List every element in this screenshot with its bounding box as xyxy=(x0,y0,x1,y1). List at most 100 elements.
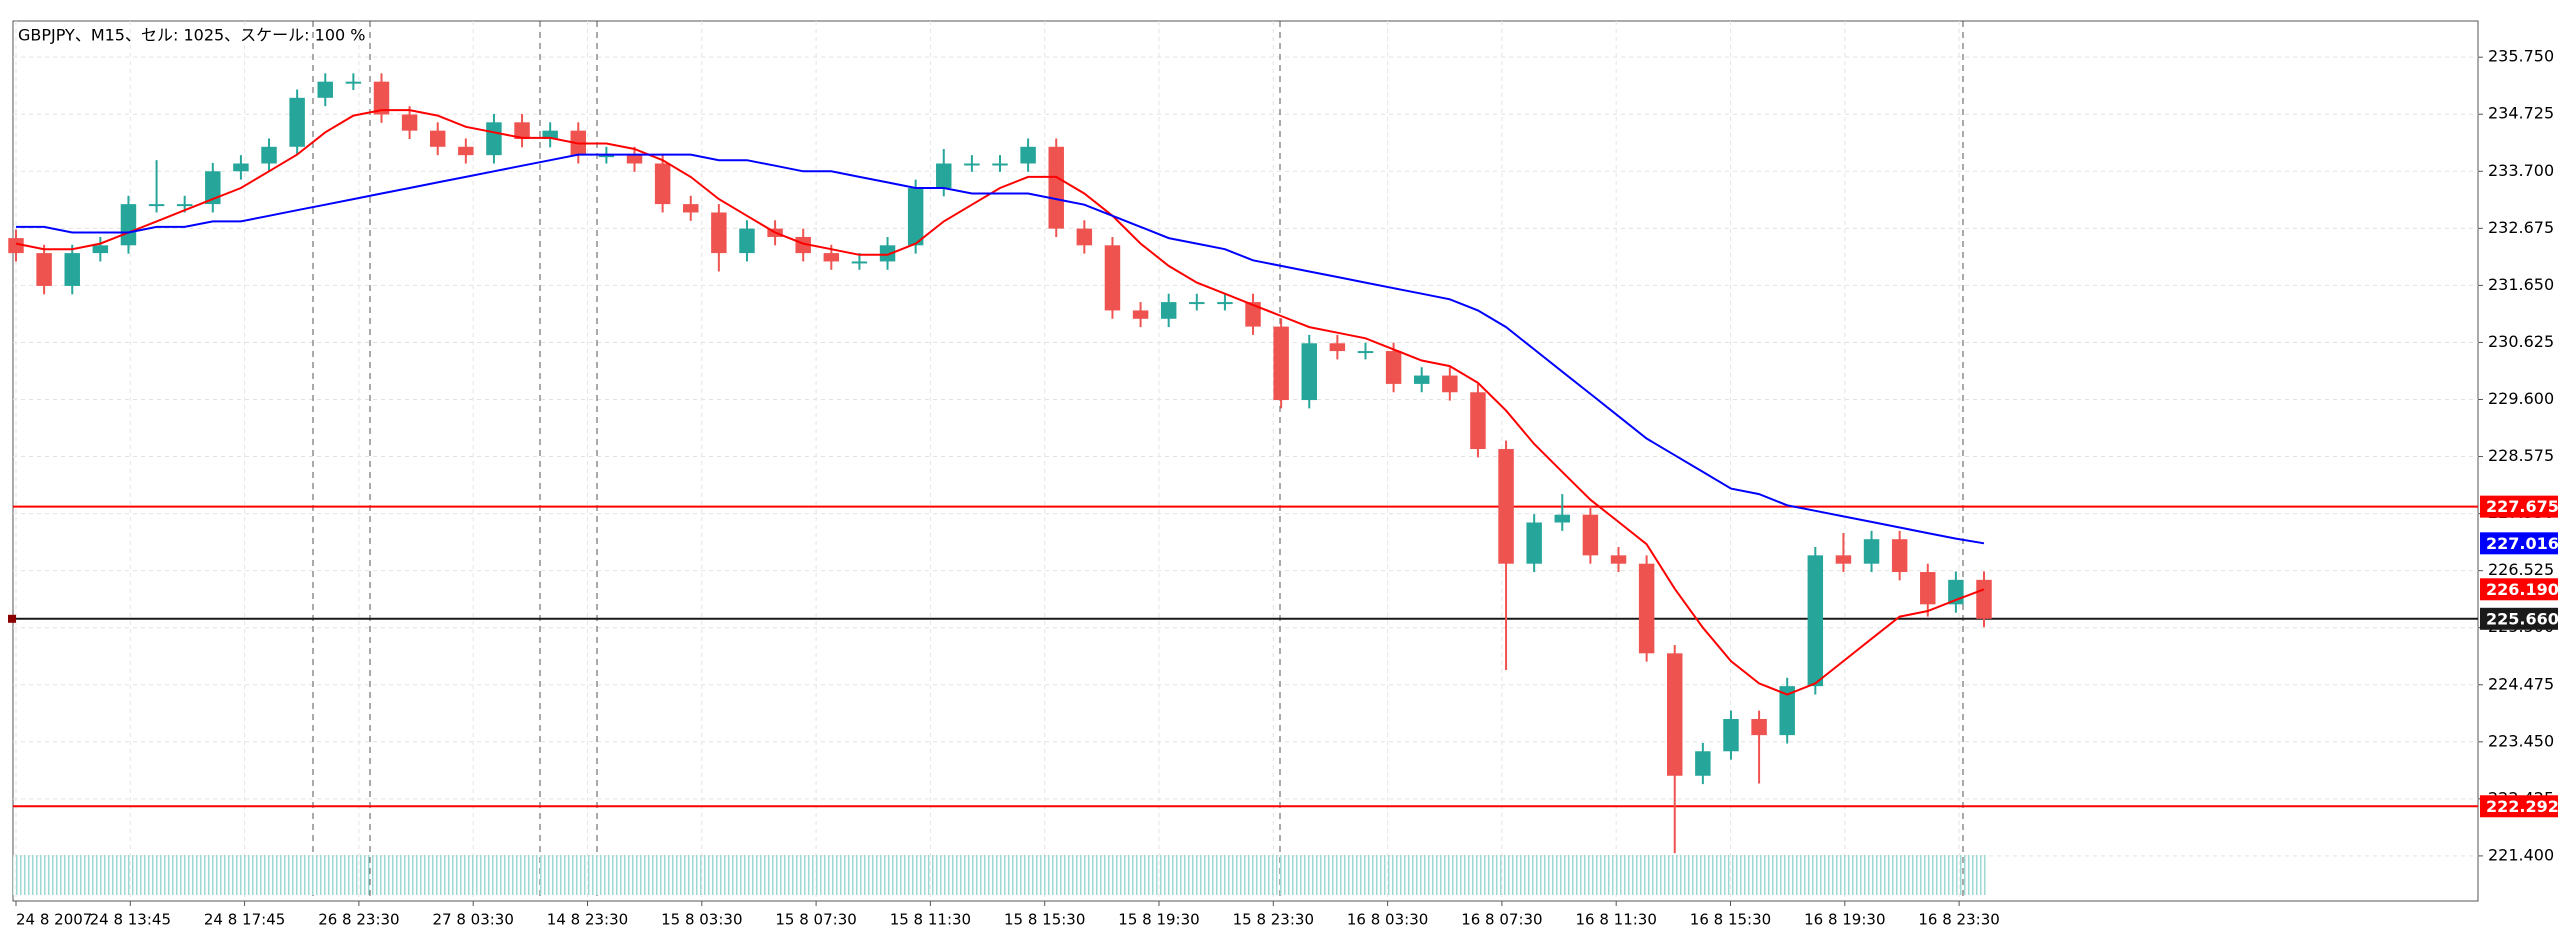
y-tick-label: 226.525 xyxy=(2488,560,2554,579)
candle-body xyxy=(992,163,1008,166)
price-tag xyxy=(2480,795,2558,818)
price-tag xyxy=(2480,495,2558,518)
x-tick-label: 27 8 03:30 xyxy=(432,911,513,929)
candle-body xyxy=(1498,449,1514,564)
x-tick-label: 15 8 03:30 xyxy=(661,911,742,929)
candle-body xyxy=(176,204,193,207)
candle-body xyxy=(1132,310,1149,319)
price-tag-label: 225.660 xyxy=(2486,609,2559,628)
candle-body xyxy=(148,204,165,207)
candle-body xyxy=(654,163,671,205)
candle-body xyxy=(1076,228,1093,246)
candle-body xyxy=(317,81,333,98)
x-tick-label: 15 8 19:30 xyxy=(1118,911,1199,929)
candle-body xyxy=(1835,555,1852,564)
candle-body xyxy=(458,146,474,156)
candle-body xyxy=(964,163,980,166)
price-tag-label: 227.016 xyxy=(2486,534,2559,553)
candle-body xyxy=(626,155,643,164)
candle-body xyxy=(1610,555,1627,564)
x-tick-label: 26 8 23:30 xyxy=(318,911,399,929)
candle-body xyxy=(1526,522,1542,564)
candle-body xyxy=(1413,375,1430,384)
price-tag xyxy=(2480,578,2558,601)
candle-body xyxy=(120,204,137,246)
plot-area xyxy=(12,20,2479,902)
candle-body xyxy=(1048,146,1064,229)
y-tick-label: 235.750 xyxy=(2488,47,2554,66)
x-tick-label: 24 8 13:45 xyxy=(90,911,171,929)
candle-body xyxy=(1273,326,1289,401)
candle-body xyxy=(1442,375,1458,393)
x-tick-label: 24 8 2007 xyxy=(16,911,92,929)
candle-body xyxy=(823,253,840,262)
volume-bars xyxy=(13,855,1988,895)
candle-body xyxy=(261,146,277,164)
price-tag-label: 226.190 xyxy=(2486,580,2559,599)
chart-title: GBPJPY、M15、セル: 1025、スケール: 100 % xyxy=(18,26,365,45)
candle-body xyxy=(598,155,615,158)
price-tag xyxy=(2480,607,2558,630)
y-tick-label: 233.700 xyxy=(2488,161,2554,180)
candle-body xyxy=(1863,539,1880,564)
candle-body xyxy=(936,163,952,188)
y-tick-label: 230.625 xyxy=(2488,332,2554,351)
x-tick-label: 15 8 15:30 xyxy=(1004,911,1085,929)
candle-body xyxy=(683,204,699,213)
candle-body xyxy=(1582,514,1599,556)
candle-body xyxy=(1189,302,1205,305)
candle-body xyxy=(1357,351,1374,354)
candle-body xyxy=(1723,718,1739,752)
candle-body xyxy=(1385,351,1402,384)
x-tick-label: 16 8 23:30 xyxy=(1918,911,1999,929)
x-tick-label: 16 8 19:30 xyxy=(1804,911,1885,929)
period-separators xyxy=(312,21,1964,901)
candle-body xyxy=(711,212,727,254)
candle-body xyxy=(907,187,924,246)
y-tick-label: 234.725 xyxy=(2488,104,2554,123)
y-tick-label: 229.600 xyxy=(2488,389,2554,408)
moving-average-line xyxy=(16,153,1985,545)
candle-body xyxy=(851,261,868,264)
x-tick-label: 14 8 23:30 xyxy=(547,911,628,929)
candle-body xyxy=(1554,514,1571,523)
candle-body xyxy=(1920,572,1936,605)
candle-body xyxy=(233,163,249,172)
candle-body xyxy=(1104,245,1121,311)
y-tick-label: 223.450 xyxy=(2488,731,2554,750)
candle-body xyxy=(36,253,52,286)
price-tag-label: 222.292 xyxy=(2486,797,2559,816)
y-tick-label: 221.400 xyxy=(2488,845,2554,864)
candle-body xyxy=(92,245,109,254)
candle-body xyxy=(879,245,896,262)
y-tick-label: 224.475 xyxy=(2488,674,2554,693)
price-tag xyxy=(2480,532,2558,555)
y-tick-label: 232.675 xyxy=(2488,218,2554,237)
candle-body xyxy=(289,97,305,147)
candle-body xyxy=(1638,563,1655,654)
candle-body xyxy=(1891,539,1908,573)
candle-body xyxy=(1751,718,1767,736)
candle-body xyxy=(1779,686,1795,736)
x-tick-label: 24 8 17:45 xyxy=(204,911,285,929)
candle-body xyxy=(514,122,530,140)
candle-body xyxy=(205,171,221,205)
x-tick-label: 15 8 11:30 xyxy=(890,911,971,929)
candle-body xyxy=(1020,146,1036,164)
y-tick-label: 231.650 xyxy=(2488,275,2554,294)
moving-average-line xyxy=(15,109,1985,696)
candle-body xyxy=(1160,302,1177,319)
candle-body xyxy=(1470,392,1486,450)
candle-body xyxy=(1695,751,1711,776)
price-marker xyxy=(8,614,16,623)
candle-body xyxy=(1245,302,1261,327)
candle-body xyxy=(8,238,24,254)
candle-body xyxy=(1976,579,1992,619)
candle-body xyxy=(1667,653,1683,776)
x-tick-label: 16 8 15:30 xyxy=(1690,911,1771,929)
x-tick-label: 16 8 03:30 xyxy=(1347,911,1428,929)
candle-body xyxy=(1329,343,1346,352)
candle-body xyxy=(486,122,502,156)
